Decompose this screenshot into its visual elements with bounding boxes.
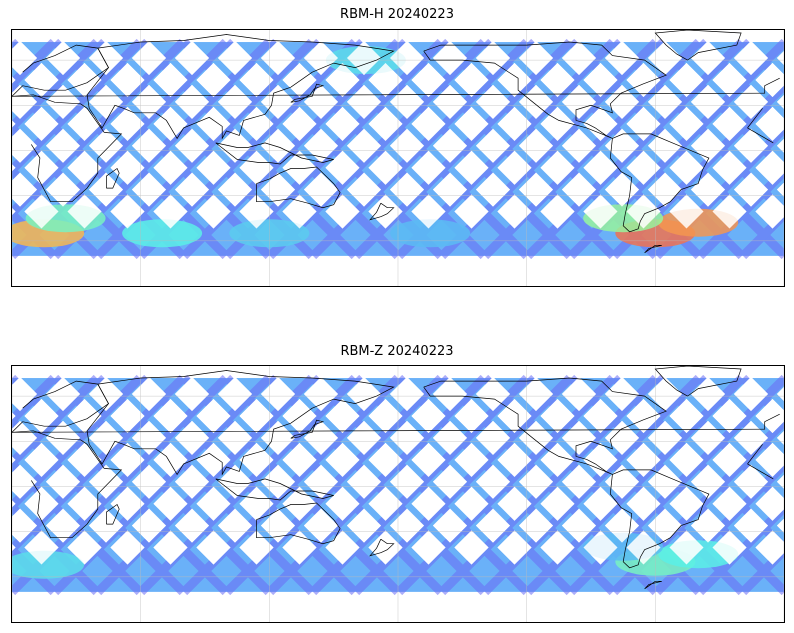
coast-australia	[256, 166, 341, 209]
map-panel-rbm-h	[11, 29, 785, 287]
map-canvas-rbm-z	[12, 366, 784, 622]
coast-japan	[290, 83, 325, 103]
hotspot-2	[12, 550, 85, 579]
coast-africa	[747, 444, 763, 465]
graticule	[12, 366, 784, 622]
coast-greenland	[654, 30, 742, 61]
coast-s-america	[609, 469, 710, 569]
coast-indonesia	[215, 478, 334, 501]
coast-madagascar	[106, 167, 120, 189]
coast-new-zealand	[369, 538, 395, 557]
coast-asia	[86, 370, 395, 476]
hotspot-7	[390, 219, 471, 248]
graticule	[12, 30, 784, 286]
coast-europe	[12, 413, 780, 433]
coast-australia	[256, 502, 341, 545]
coast-europe	[12, 77, 780, 97]
coast-asia	[86, 34, 395, 140]
coast-africa	[747, 127, 774, 144]
coast-antarctic-tip	[644, 244, 662, 254]
coast-antarctic-tip	[644, 580, 662, 590]
panel-title-rbm-z: RBM-Z 20240223	[340, 344, 454, 359]
swath-gaps	[12, 41, 784, 229]
coast-japan	[290, 419, 325, 439]
coast-s-america	[609, 133, 710, 233]
coast-madagascar	[106, 503, 120, 525]
coastlines	[12, 30, 780, 254]
coast-n-america	[423, 377, 667, 475]
map-panel-rbm-z	[11, 365, 785, 623]
coast-greenland	[654, 366, 742, 397]
coast-new-zealand	[369, 202, 395, 221]
coast-indonesia	[215, 142, 334, 165]
coast-africa	[747, 108, 763, 129]
coast-n-america	[423, 41, 667, 139]
panel-title-rbm-h: RBM-H 20240223	[340, 7, 454, 22]
coast-africa	[747, 463, 774, 480]
map-canvas-rbm-h	[12, 30, 784, 286]
coast-africa	[12, 430, 123, 539]
coastlines	[12, 366, 780, 590]
coast-africa	[12, 94, 123, 203]
hotspot-5	[122, 219, 203, 248]
